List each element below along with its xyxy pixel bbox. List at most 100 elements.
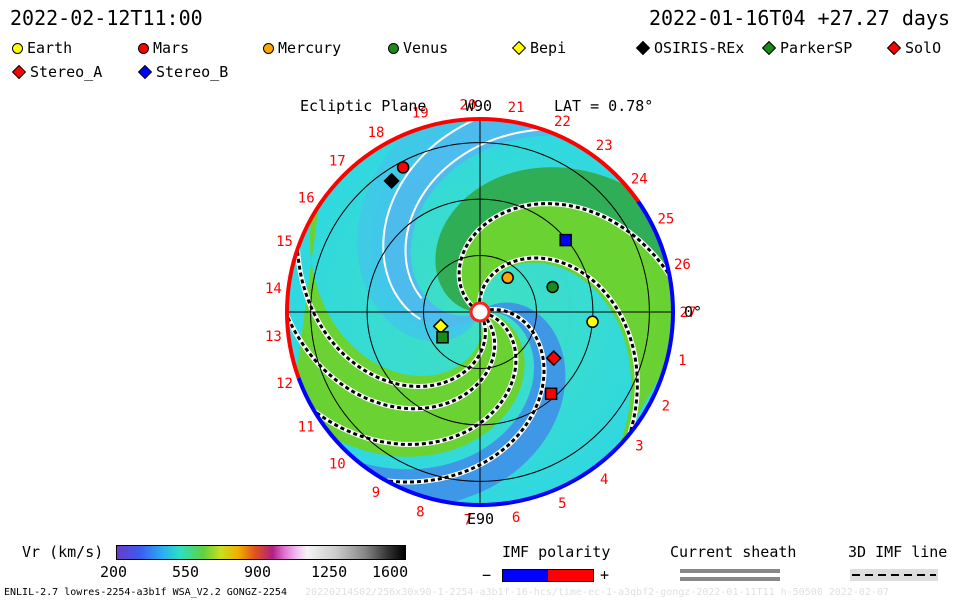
- venus-marker-icon: [388, 42, 399, 54]
- colorbar-tick: 1250: [311, 563, 348, 581]
- imf-line: [382, 120, 497, 320]
- sheath-line: [295, 313, 518, 446]
- polarity-arc: [296, 311, 675, 507]
- imf-polarity-title: IMF polarity: [502, 543, 611, 561]
- body-markers: [383, 161, 599, 401]
- carrington-label: 22: [554, 114, 571, 130]
- carrington-label: 24: [631, 171, 648, 187]
- model-time: 2022-02-12T11:00: [10, 6, 203, 30]
- carrington-label: 9: [372, 485, 380, 501]
- imf-line: [404, 128, 565, 299]
- mercury-marker: [501, 271, 514, 285]
- carrington-label: 21: [508, 100, 525, 116]
- venus-marker: [546, 280, 559, 294]
- bottom-direction-label: E90: [467, 510, 495, 528]
- carrington-label: 25: [657, 212, 674, 228]
- colorbar-tick: 550: [172, 563, 200, 581]
- legend-item-stereo-b: Stereo_B: [137, 63, 229, 81]
- colorbar-label: Vr (km/s): [22, 543, 104, 561]
- imf3d-title: 3D IMF line: [848, 543, 948, 561]
- legend-label: Stereo_A: [30, 63, 103, 81]
- colorbar-tick: 200: [100, 563, 128, 581]
- carrington-label: 17: [329, 154, 346, 170]
- polarity-arc: [285, 117, 640, 379]
- top-direction-label: W90: [465, 97, 493, 115]
- carrington-label: 18: [368, 125, 385, 141]
- parkersp-marker: [436, 331, 449, 344]
- sheath-line: [478, 256, 639, 457]
- legend-label: SolO: [905, 39, 942, 57]
- colorbar-tick: 1600: [372, 563, 409, 581]
- legend-label: OSIRIS-REx: [654, 39, 745, 57]
- colorbar-tick: 900: [244, 563, 272, 581]
- sheath-line: [295, 225, 487, 389]
- carrington-label: 14: [265, 281, 282, 297]
- mars-marker: [396, 161, 410, 174]
- plot-title: Ecliptic Plane: [300, 97, 427, 115]
- carrington-label: 13: [265, 329, 282, 345]
- legend-item-mars: Mars: [138, 39, 189, 57]
- mars-marker-icon: [138, 42, 149, 54]
- carrington-label: 20: [459, 97, 476, 113]
- legend-item-solo: SolO: [886, 39, 942, 57]
- legend-label: Mercury: [278, 39, 342, 57]
- imf-minus-sign: −: [482, 566, 492, 584]
- velocity-colorbar: [116, 545, 406, 560]
- carrington-label: 5: [558, 496, 566, 512]
- carrington-label: 27: [680, 305, 697, 321]
- carrington-label: 11: [298, 419, 315, 435]
- sun-icon: [469, 301, 491, 323]
- legend-label: Earth: [27, 39, 73, 57]
- carrington-label: 6: [512, 510, 520, 526]
- carrington-label: 16: [298, 191, 315, 207]
- imf-plus-sign: +: [600, 566, 610, 584]
- mercury-marker-icon: [263, 42, 274, 54]
- earth-marker: [586, 315, 599, 329]
- earth-marker-icon: [12, 42, 23, 54]
- imf-polarity-rim: [285, 117, 675, 507]
- sheath-line: [362, 308, 546, 484]
- sheath-line: [288, 292, 497, 411]
- legend-item-bepi: Bepi: [511, 39, 567, 57]
- stereo-a-marker: [544, 387, 558, 401]
- legend-label: Venus: [403, 39, 449, 57]
- reference-time: 2022-01-16T04 +27.27 days: [648, 6, 950, 30]
- latitude-label: LAT = 0.78°: [554, 97, 654, 115]
- solo-marker: [545, 350, 562, 367]
- speed-band: [311, 302, 566, 504]
- legend-label: Stereo_B: [156, 63, 229, 81]
- legend-item-parkersp: ParkerSP: [761, 39, 853, 57]
- carrington-label: 3: [635, 439, 643, 455]
- carrington-label: 4: [600, 472, 608, 488]
- stereo-b-marker: [559, 233, 572, 247]
- legend-item-osiris-rex: OSIRIS-REx: [635, 39, 745, 57]
- legend-item-mercury: Mercury: [263, 39, 341, 57]
- imf-polarity-bar: [502, 569, 594, 582]
- carrington-label: 8: [416, 504, 424, 520]
- legend-label: Bepi: [530, 39, 567, 57]
- speed-band: [291, 168, 525, 457]
- right-angle-label: 0°: [684, 303, 703, 321]
- osiris-rex-marker: [383, 172, 400, 189]
- imf3d-line-swatch: [850, 569, 938, 581]
- speed-band: [435, 167, 672, 322]
- carrington-label: 19: [412, 106, 429, 122]
- current-sheath-swatch: [680, 569, 780, 581]
- carrington-label: 1: [678, 353, 686, 369]
- carrington-label: 26: [674, 257, 691, 273]
- legend-label: ParkerSP: [780, 39, 853, 57]
- sheath-line: [457, 202, 672, 308]
- current-sheath-title: Current sheath: [670, 543, 797, 561]
- faint-footer: 20220214S02/256x30x90-1-2254-a3b1f-16-hc…: [305, 587, 889, 598]
- speed-band: [371, 120, 610, 333]
- carrington-label: 7: [464, 513, 472, 529]
- carrington-label: 12: [276, 376, 293, 392]
- legend-item-venus: Venus: [388, 39, 448, 57]
- carrington-label: 23: [596, 138, 613, 154]
- carrington-label: 10: [329, 456, 346, 472]
- carrington-label: 2: [662, 398, 670, 414]
- carrington-label: 15: [276, 234, 293, 250]
- legend-item-earth: Earth: [12, 39, 72, 57]
